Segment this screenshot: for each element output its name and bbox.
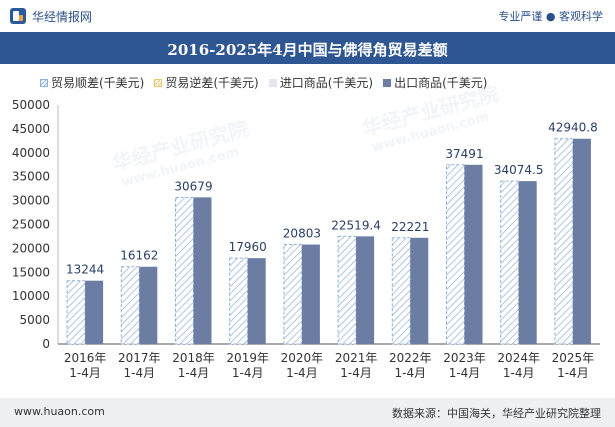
bar-export — [193, 197, 212, 344]
data-label: 30679 — [174, 179, 212, 193]
data-label: 34074.5 — [494, 163, 544, 177]
bar-export — [518, 181, 537, 344]
bar-export — [464, 164, 483, 344]
x-tick-label: 2017年 — [118, 351, 161, 365]
bar-trade-surplus — [120, 266, 140, 345]
huajing-logo-icon — [10, 8, 26, 24]
x-tick-label: 1-4月 — [557, 366, 589, 380]
y-tick-label: 10000 — [12, 289, 50, 303]
bar-trade-surplus — [446, 164, 465, 345]
x-tick-label: 2021年 — [335, 351, 378, 365]
x-tick-label: 1-4月 — [178, 366, 210, 380]
y-tick-label: 25000 — [12, 218, 50, 232]
x-tick-label: 1-4月 — [232, 366, 264, 380]
legend-item-surplus: 贸易顺差(千美元) — [40, 74, 144, 91]
x-tick-label: 1-4月 — [449, 366, 481, 380]
y-tick-label: 50000 — [12, 98, 50, 112]
x-tick-label: 1-4月 — [123, 366, 155, 380]
bar-trade-surplus — [175, 196, 194, 345]
data-label: 22519.4 — [331, 218, 381, 232]
legend-swatch-deficit — [154, 78, 163, 87]
x-tick-label: 2024年 — [497, 351, 540, 365]
x-tick-label: 2018年 — [172, 351, 215, 365]
tagline: 专业严谨 ● 客观科学 — [498, 10, 603, 23]
legend-item-deficit: 贸易逆差(千美元) — [154, 74, 259, 91]
bar-trade-surplus — [66, 280, 86, 345]
brand-name: 华经情报网 — [32, 10, 93, 24]
footer-website: www.huaon.com — [14, 405, 105, 418]
data-label: 42940.8 — [548, 121, 598, 135]
y-tick-label: 15000 — [12, 265, 50, 279]
legend-label-surplus: 贸易顺差(千美元) — [51, 76, 145, 90]
chart-title: 2016-2025年4月中国与佛得角贸易差额 — [167, 41, 448, 59]
x-tick-label: 1-4月 — [69, 366, 101, 380]
bar-export — [301, 244, 320, 344]
y-tick-label: 40000 — [12, 146, 50, 160]
y-tick-label: 35000 — [12, 170, 50, 184]
bar-trade-surplus — [554, 138, 574, 345]
x-tick-label: 2025年 — [552, 351, 595, 365]
x-tick-label: 2019年 — [226, 351, 269, 365]
y-tick-label: 0 — [42, 337, 50, 351]
x-tick-label: 1-4月 — [286, 366, 318, 380]
bar-trade-surplus — [500, 180, 520, 345]
data-label: 16162 — [120, 249, 158, 263]
legend-label-export: 出口商品(千美元) — [394, 76, 488, 90]
bar-trade-surplus — [229, 257, 249, 345]
footer: www.huaon.com 数据来源：中国海关，华经产业研究院整理 — [0, 398, 615, 427]
data-label: 37491 — [445, 147, 483, 161]
x-tick-label: 2023年 — [443, 351, 486, 365]
bar-trade-surplus — [337, 235, 357, 345]
data-label: 13244 — [66, 263, 104, 277]
legend-label-import: 进口商品(千美元) — [279, 76, 374, 90]
legend-item-export: 出口商品(千美元) — [383, 74, 488, 91]
bar-export — [572, 138, 591, 344]
bar-export — [247, 258, 266, 344]
y-tick-label: 5000 — [19, 313, 50, 327]
y-tick-label: 20000 — [12, 241, 50, 255]
top-bar: 华经情报网 专业严谨 ● 客观科学 — [0, 0, 615, 32]
bar-export — [356, 236, 375, 344]
title-bar: 2016-2025年4月中国与佛得角贸易差额 — [0, 32, 615, 64]
data-label: 20803 — [283, 227, 321, 241]
data-label: 17960 — [229, 240, 267, 254]
x-tick-label: 2022年 — [389, 351, 432, 365]
x-tick-label: 1-4月 — [394, 366, 426, 380]
data-label: 22221 — [391, 220, 429, 234]
bar-export — [139, 266, 158, 344]
x-tick-label: 1-4月 — [503, 366, 535, 380]
legend-item-import: 进口商品(千美元) — [268, 74, 374, 91]
bar-export — [85, 280, 104, 344]
legend-swatch-export — [383, 78, 392, 87]
legend-swatch-import — [268, 78, 277, 87]
x-tick-label: 2016年 — [64, 351, 107, 365]
x-tick-label: 2020年 — [281, 351, 324, 365]
legend-swatch-surplus — [40, 78, 48, 87]
legend: 贸易顺差(千美元) 贸易逆差(千美元) 进口商品(千美元) 出口商品(千美元) — [40, 74, 488, 91]
y-tick-label: 30000 — [12, 194, 50, 208]
footer-source: 数据来源：中国海关，华经产业研究院整理 — [392, 407, 601, 420]
bar-export — [410, 237, 429, 344]
bar-trade-surplus — [391, 237, 411, 345]
bar-trade-surplus — [283, 244, 303, 345]
y-tick-label: 45000 — [12, 122, 50, 136]
legend-label-deficit: 贸易逆差(千美元) — [165, 76, 259, 90]
x-tick-label: 1-4月 — [340, 366, 372, 380]
bar-chart: 0 5000 10000 15000 20000 25000 30000 35000 40000… — [12, 98, 600, 380]
